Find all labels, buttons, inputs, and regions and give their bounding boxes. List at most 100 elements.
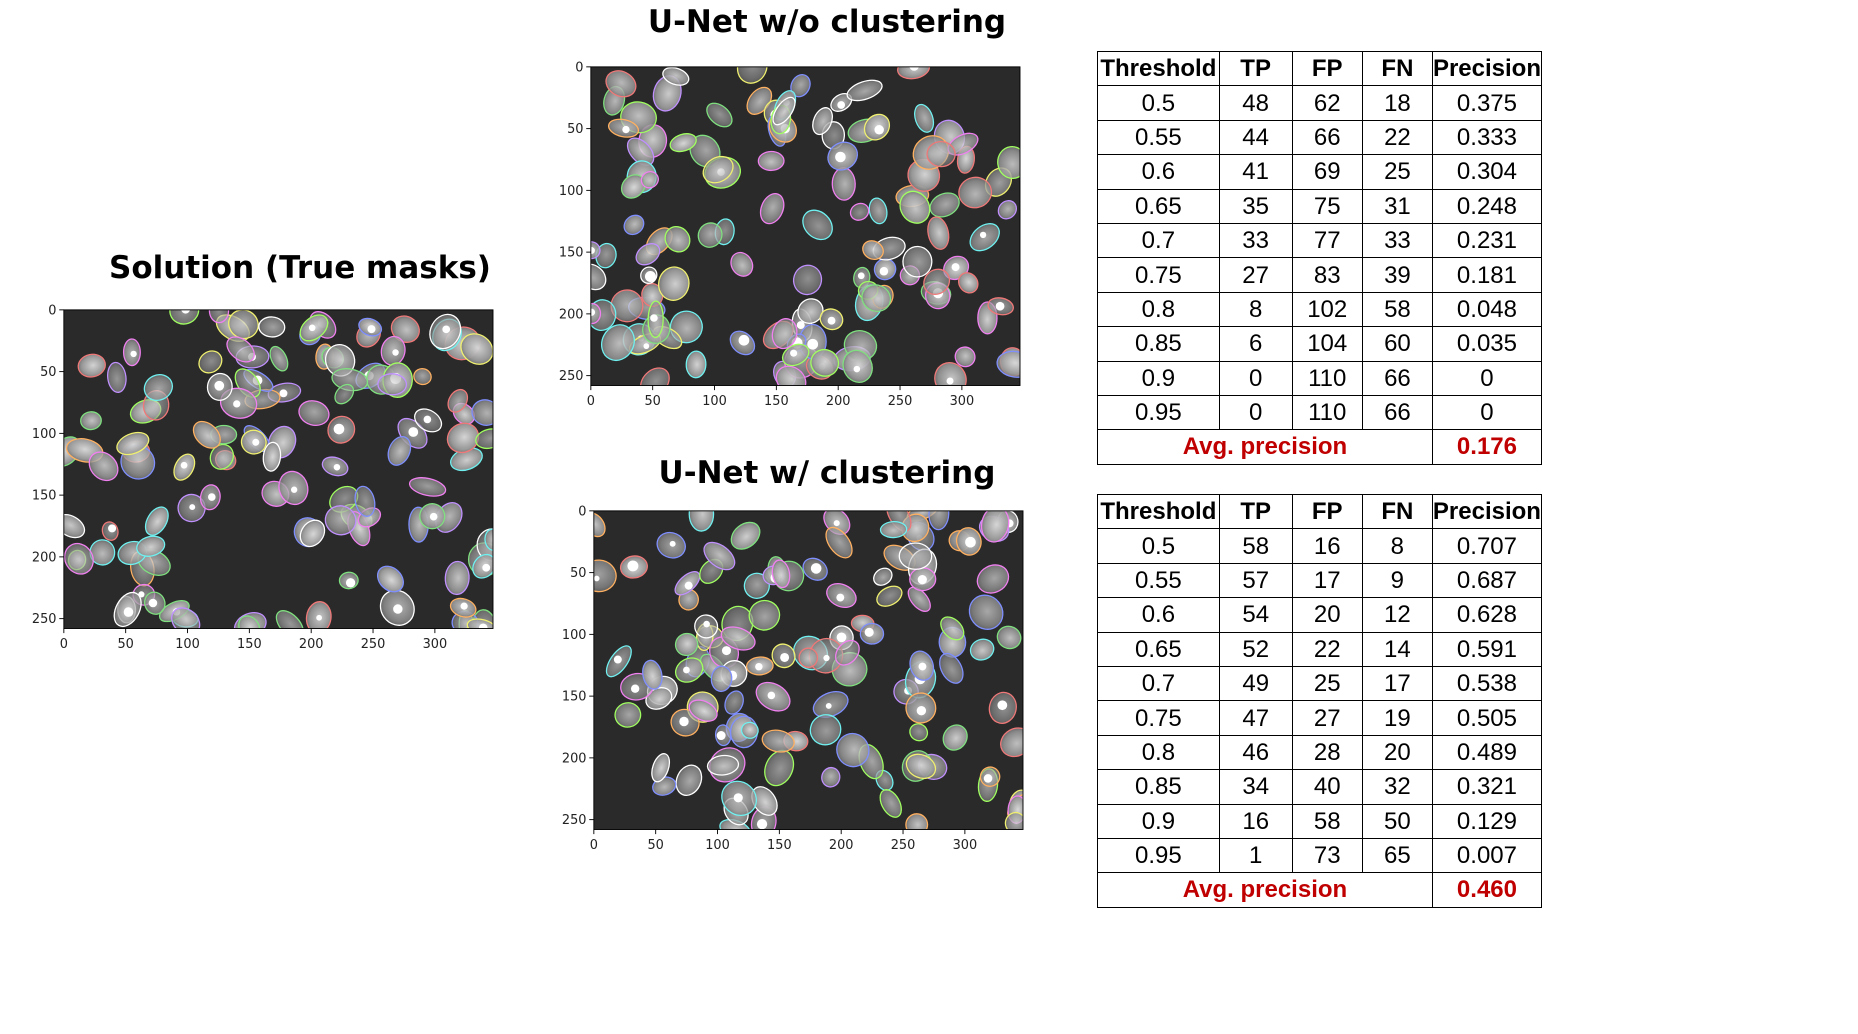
nucleus-mask [688,699,718,722]
table-cell: 18 [1361,85,1433,121]
bright-spot [796,321,805,330]
table-cell: 0.304 [1431,154,1543,190]
table-row: 0.8 8 102 58 0.048 [1097,291,1543,328]
bright-spot [308,324,316,332]
panel-svg: 0 50 100 150 200 250 300 0 50 100 150 200 250 [562,504,1024,853]
table-row: 0.75 27 83 39 0.181 [1097,257,1543,293]
nucleus-mask [662,66,690,86]
nucleus-mask [460,333,493,365]
y-tick-label: 100 [562,628,587,643]
nucleus-mask [846,79,883,102]
nucleus-mask [471,399,493,426]
table-cell: 60 [1361,326,1433,362]
table-cell: 0.129 [1431,803,1543,839]
table-cell: 0.7 [1097,665,1220,702]
nucleus-mask [812,107,833,136]
bright-spot [716,731,726,741]
table-row: 0.85 6 104 60 0.035 [1097,326,1543,362]
bright-spot [345,578,356,588]
bright-spot [393,604,403,614]
bright-spot [423,415,432,424]
bright-spot [460,602,468,610]
table-cell: 34 [1218,769,1293,805]
bright-spot [279,389,288,398]
table-cell: 50 [1361,803,1433,839]
nucleus-mask [940,616,965,641]
nucleus-mask [862,240,884,261]
x-tick-label: 300 [423,637,448,652]
nucleus-mask [748,599,781,631]
bright-spot [123,607,134,617]
table-cell: 40 [1291,769,1363,805]
bright-spot [233,400,241,408]
nucleus-mask [262,441,282,472]
table-cell: 0.5 [1097,528,1220,564]
table-cell: 27 [1291,700,1363,736]
avg-precision-label: Avg. precision [1097,429,1433,465]
table-cell: 44 [1218,119,1293,156]
nucleus-mask [939,652,964,684]
bright-spot [590,308,596,316]
nucleus-mask [957,272,979,294]
nucleus-mask [879,520,908,539]
nucleus-mask [730,521,761,550]
x-tick-label: 200 [826,394,851,409]
bright-spot [644,271,656,283]
nucleus-mask [226,336,255,363]
nucleus-mask [996,625,1022,650]
nucleus-mask [685,350,707,379]
nucleus-mask [710,665,733,693]
bright-spot [825,702,832,709]
nucleus-mask [444,560,470,596]
nucleus-mask [447,388,469,413]
nucleus-mask [192,420,221,449]
metrics-table-clustering: Threshold TP FP FN Precision 0.5 58 16 8 0.707 0.5… [1097,493,1543,908]
table-cell: 47 [1218,700,1293,736]
table-cell: 0.375 [1431,85,1543,121]
nucleus-mask [914,103,935,133]
x-tick-label: 200 [299,637,324,652]
nucleus-mask [926,140,956,168]
table-cell: 0.181 [1431,257,1543,293]
table-row: 0.85 34 40 32 0.321 [1097,769,1543,805]
table-cell: 0.333 [1431,119,1543,156]
y-tick-label: 100 [32,427,57,442]
nucleus-mask [590,263,607,291]
bright-spot [482,563,491,572]
nucleus-mask [798,647,819,668]
x-tick-label: 50 [644,394,660,409]
nucleus-mask [821,766,841,788]
table-cell: 0.591 [1431,631,1543,667]
table-cell: 9 [1361,562,1433,599]
table-cell: 0.55 [1097,119,1220,156]
table-cell: 0.8 [1097,291,1220,328]
y-tick-label: 50 [40,365,56,380]
bright-spot [290,486,298,493]
table-cell: 22 [1361,119,1433,156]
y-tick-label: 0 [578,504,586,519]
table-cell: 73 [1291,837,1363,874]
bright-spot [909,66,919,71]
table-header-cell: Threshold [1097,493,1220,530]
nucleus-mask [269,345,289,372]
bright-spot [721,646,732,656]
nucleus-mask [334,383,355,405]
avg-precision-row: Avg. precision 0.460 [1097,872,1543,908]
y-tick-label: 200 [562,751,587,766]
table-cell: 25 [1291,665,1363,702]
table-cell: 31 [1361,188,1433,224]
bright-spot [965,536,976,548]
table-cell: 33 [1361,222,1433,259]
bright-spot [835,151,846,163]
nucleus-mask [77,353,106,378]
bright-spot [874,125,884,135]
table-cell: 0 [1431,394,1543,431]
nucleus-mask [697,222,723,248]
nucleus-mask [954,346,976,368]
bright-spot [917,574,927,585]
bright-spot [946,377,954,385]
solution-title: Solution (True masks) [109,250,491,286]
bright-spot [823,654,830,662]
table-cell: 110 [1291,394,1363,431]
nucleus-mask [834,639,860,666]
